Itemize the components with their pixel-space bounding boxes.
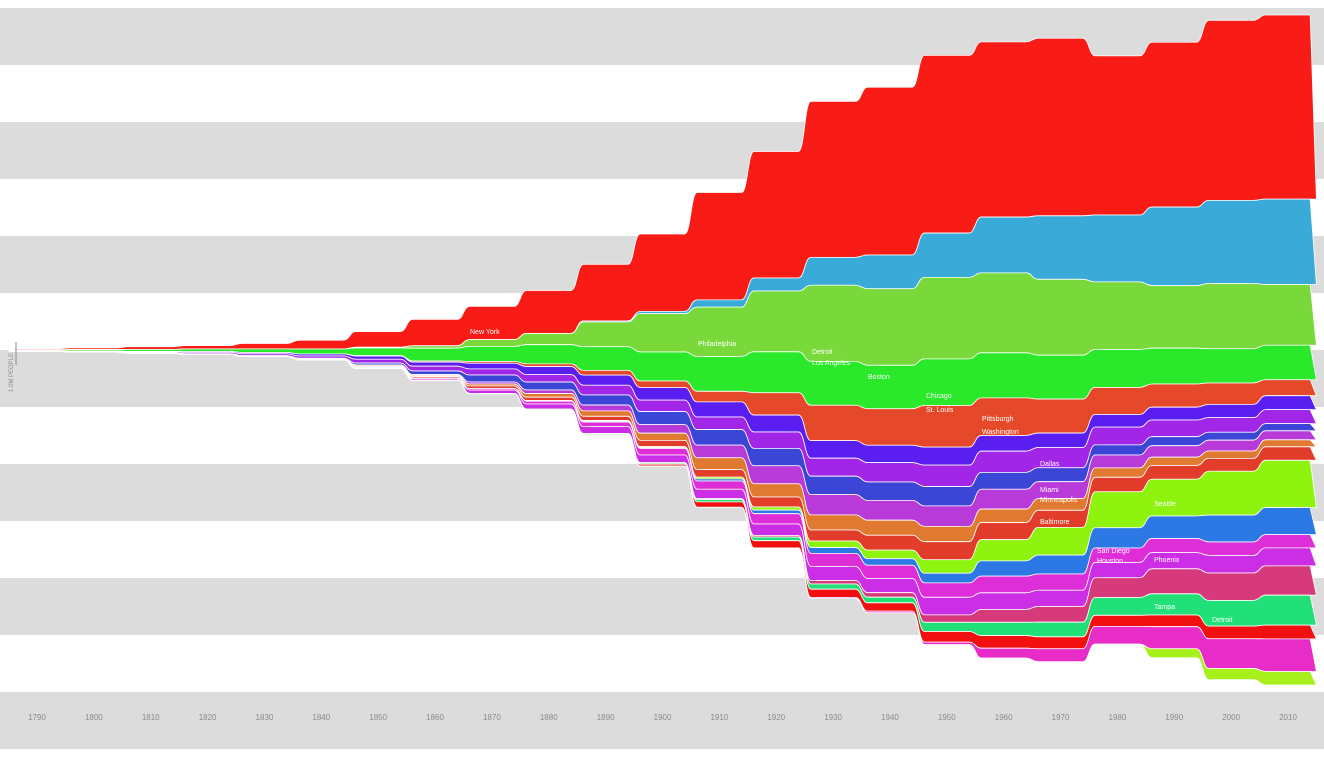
city-label: Los Angeles: [812, 360, 851, 367]
city-label: Baltimore: [1040, 519, 1070, 526]
city-label: Minneapolis: [1040, 497, 1078, 504]
city-label: Boston: [868, 374, 890, 381]
x-tick-label: 1910: [710, 713, 728, 722]
city-label: Philadelphia: [698, 341, 736, 348]
x-tick-label: 1870: [483, 713, 501, 722]
x-tick-label: 1960: [995, 713, 1013, 722]
city-label: Houston: [1097, 558, 1123, 565]
x-tick-label: 1850: [369, 713, 387, 722]
stream-dallas-area: [8, 350, 1318, 686]
x-tick-label: 1920: [767, 713, 785, 722]
x-tick-label: 1800: [85, 713, 103, 722]
x-tick-label: 1890: [597, 713, 615, 722]
x-tick-label: 1880: [540, 713, 558, 722]
city-label: Detroit: [812, 349, 833, 356]
city-label: Tampa: [1154, 604, 1175, 611]
city-label: St. Louis: [926, 407, 954, 414]
city-label: San Diego: [1097, 548, 1130, 555]
scale-label: 1.0M PEOPLE: [9, 353, 15, 392]
city-label: Washington: [982, 429, 1019, 436]
x-tick-label: 1840: [312, 713, 330, 722]
x-tick-label: 2000: [1222, 713, 1240, 722]
x-tick-label: 1790: [28, 713, 46, 722]
city-labels: New York Philadelphia Detroit St. Louis Bost…: [470, 329, 1233, 624]
city-label: New York: [470, 329, 500, 336]
x-tick-label: 1990: [1165, 713, 1183, 722]
city-label: Pittsburgh: [982, 416, 1014, 423]
x-tick-label: 1950: [938, 713, 956, 722]
x-axis: 1790 1800 1810 1820 1830 1840 1850 1860 1870 1880…: [28, 713, 1297, 722]
population-streams: [8, 14, 1318, 686]
city-label: Dallas: [1040, 461, 1060, 468]
x-tick-label: 1900: [654, 713, 672, 722]
x-tick-label: 2010: [1279, 713, 1297, 722]
x-tick-label: 1860: [426, 713, 444, 722]
city-label: Seattle: [1154, 501, 1176, 508]
x-tick-label: 1980: [1109, 713, 1127, 722]
city-label: Phoenix: [1154, 557, 1180, 564]
x-tick-label: 1970: [1052, 713, 1070, 722]
city-label: Chicago: [926, 393, 952, 400]
x-tick-label: 1830: [256, 713, 274, 722]
city-label: Miami: [1040, 487, 1059, 494]
x-tick-label: 1940: [881, 713, 899, 722]
x-tick-label: 1810: [142, 713, 160, 722]
background-band: [0, 692, 1324, 749]
city-label: Detroit: [1212, 617, 1233, 624]
x-tick-label: 1820: [199, 713, 217, 722]
x-tick-label: 1930: [824, 713, 842, 722]
